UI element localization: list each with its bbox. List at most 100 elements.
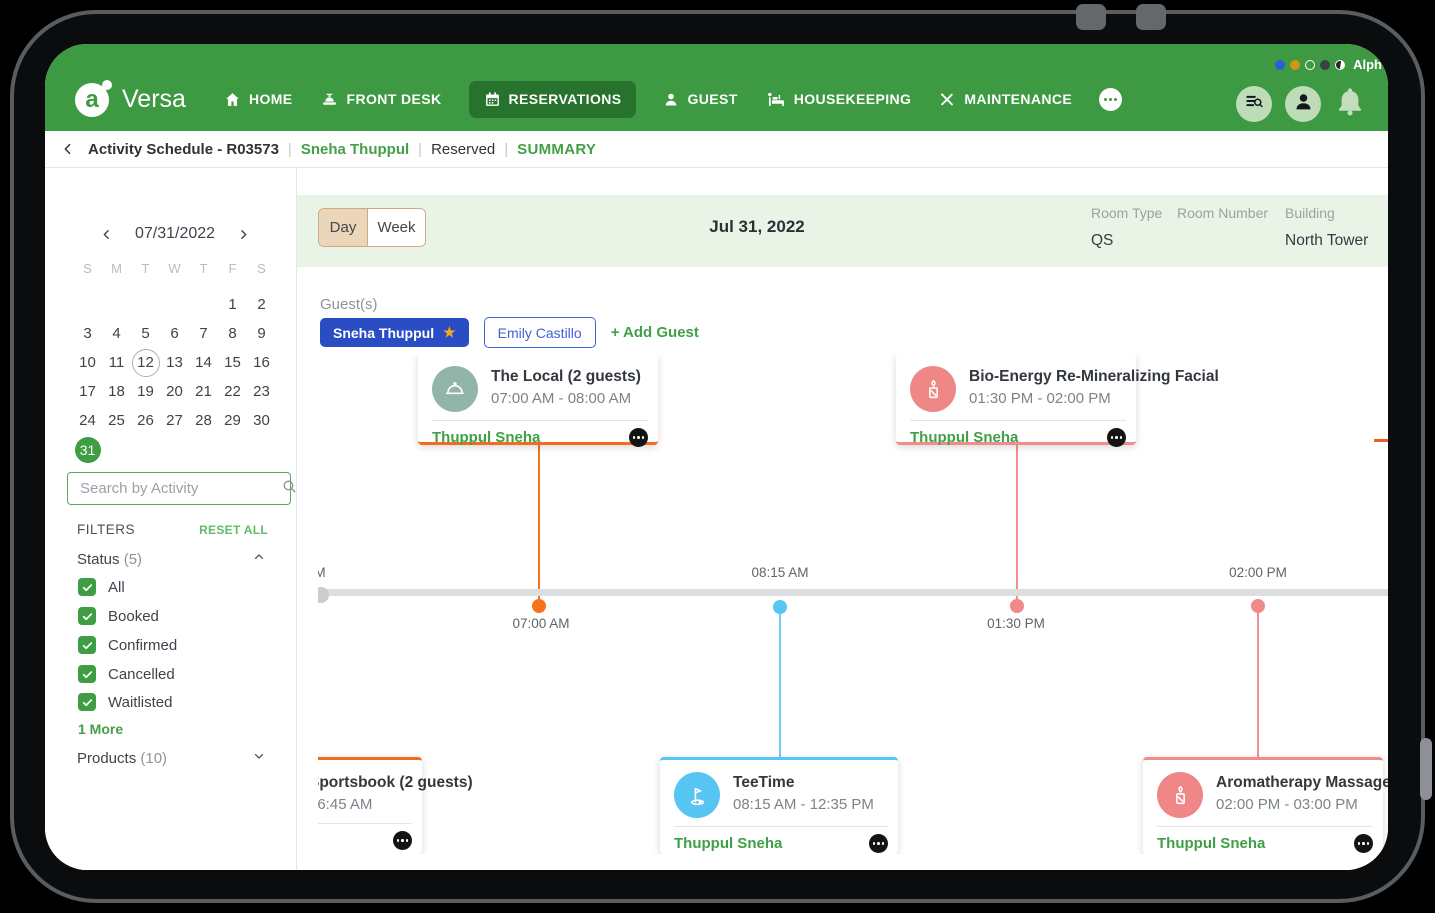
timeline-canvas: M 08:15 AM 02:00 PM 07:00 AM 01:30 PM Th… — [318, 354, 1388, 854]
search-input[interactable] — [78, 479, 281, 498]
activity-card-sportsbook[interactable]: Sportsbook (2 guests) 06:45 AM — [318, 757, 473, 854]
checkbox-checked-icon — [78, 636, 96, 654]
timeline-marker-dot — [1251, 599, 1265, 613]
calendar-day[interactable]: 8 — [228, 325, 237, 342]
more-options-icon[interactable] — [869, 834, 888, 853]
activity-card-aromatherapy[interactable]: Aromatherapy Massage 60 Min 02:00 PM - 0… — [1143, 757, 1388, 854]
activity-guest-link[interactable]: Thuppul Sneha — [1157, 835, 1266, 852]
calendar-day[interactable]: 29 — [224, 412, 241, 429]
room-number-label: Room Number — [1177, 205, 1269, 221]
calendar-day[interactable]: 6 — [170, 325, 179, 342]
activity-guest-link[interactable]: Thuppul Sneha — [674, 835, 783, 852]
filter-checkbox-confirmed[interactable]: Confirmed — [78, 636, 177, 654]
checkbox-checked-icon — [78, 665, 96, 683]
calendar-day[interactable]: 9 — [257, 325, 266, 342]
products-filter-header[interactable]: Products (10) — [77, 749, 266, 768]
guest-chip-primary[interactable]: Sneha Thuppul ★ — [320, 318, 469, 347]
chevron-up-icon — [252, 550, 266, 569]
calendar-day[interactable]: 18 — [108, 383, 125, 400]
calendar-day[interactable]: 30 — [253, 412, 270, 429]
schedule-header-band: Day Week Jul 31, 2022 Room Type Room Num… — [297, 195, 1388, 267]
calendar-day[interactable]: 26 — [137, 412, 154, 429]
more-options-icon[interactable] — [1354, 834, 1373, 853]
week-view-button[interactable]: Week — [368, 209, 425, 246]
person-icon — [1293, 91, 1314, 117]
calendar-day[interactable]: 17 — [79, 383, 96, 400]
calendar-day[interactable]: 25 — [108, 412, 125, 429]
status-bar-text: Alph — [1353, 57, 1382, 72]
calendar-day[interactable]: 20 — [166, 383, 183, 400]
activity-card-the-local[interactable]: The Local (2 guests) 07:00 AM - 08:00 AM… — [418, 354, 658, 447]
calendar-day[interactable]: 13 — [166, 354, 183, 371]
nav-item-housekeeping[interactable]: HOUSEKEEPING — [765, 91, 912, 108]
activity-guest-link[interactable]: Thuppul Sneha — [432, 429, 541, 446]
more-options-icon[interactable] — [629, 428, 648, 447]
breadcrumb-summary-link[interactable]: SUMMARY — [517, 140, 597, 158]
calendar-day[interactable]: 23 — [253, 383, 270, 400]
search-icon[interactable] — [281, 478, 298, 500]
activity-guest-link[interactable]: Thuppul Sneha — [910, 429, 1019, 446]
status-more-link[interactable]: 1 More — [78, 721, 124, 737]
reset-all-button[interactable]: RESET ALL — [199, 522, 268, 537]
checkbox-checked-icon — [78, 607, 96, 625]
back-button[interactable] — [60, 141, 76, 157]
connector-line — [1257, 607, 1259, 757]
filter-checkbox-waitlisted[interactable]: Waitlisted — [78, 693, 172, 711]
calendar-next-button[interactable] — [237, 228, 250, 241]
nav-item-home[interactable]: HOME — [224, 91, 293, 108]
calendar-day-outlined[interactable]: 12 — [131, 348, 160, 377]
timeline-axis — [318, 589, 1388, 596]
breadcrumb-guest-link[interactable]: Sneha Thuppul — [300, 140, 410, 158]
nav-item-maintenance[interactable]: MAINTENANCE — [938, 91, 1072, 108]
guest-chip-secondary[interactable]: Emily Castillo — [483, 317, 596, 348]
calendar-day[interactable]: 22 — [224, 383, 241, 400]
app-logo[interactable]: a Versa — [75, 80, 186, 118]
cloche-icon — [432, 366, 478, 412]
guests-label: Guest(s) — [320, 296, 378, 313]
filters-heading: FILTERS — [77, 522, 136, 537]
more-options-icon[interactable] — [1107, 428, 1126, 447]
calendar-day[interactable]: 1 — [228, 296, 237, 313]
notifications-button[interactable] — [1334, 84, 1366, 123]
room-type-label: Room Type — [1091, 205, 1163, 221]
calendar-day[interactable]: 11 — [108, 354, 125, 371]
breadcrumb-title: Activity Schedule - R03573 — [88, 140, 279, 158]
nav-item-reservations[interactable]: RESERVATIONS — [468, 80, 637, 118]
filter-checkbox-cancelled[interactable]: Cancelled — [78, 665, 175, 683]
activity-search — [67, 472, 296, 505]
calendar-day[interactable]: 16 — [253, 354, 270, 371]
day-view-button[interactable]: Day — [319, 209, 368, 246]
schedule-date-title: Jul 31, 2022 — [709, 217, 805, 236]
calendar-day[interactable]: 3 — [83, 325, 92, 342]
add-guest-button[interactable]: + Add Guest — [610, 324, 699, 341]
status-dot-blue-icon — [1275, 59, 1286, 70]
more-options-icon[interactable] — [393, 831, 412, 850]
calendar-day[interactable]: 5 — [141, 325, 150, 342]
calendar-prev-button[interactable] — [100, 228, 113, 241]
schedule-main: Day Week Jul 31, 2022 Room Type Room Num… — [297, 168, 1388, 870]
filter-checkbox-all[interactable]: All — [78, 578, 125, 596]
calendar-day[interactable]: 4 — [112, 325, 121, 342]
activity-card-teetime[interactable]: TeeTime 08:15 AM - 12:35 PM Thuppul Sneh… — [660, 757, 898, 854]
calendar-day[interactable]: 10 — [79, 354, 96, 371]
nav-item-front-desk[interactable]: FRONT DESK — [320, 91, 442, 108]
nav-more-menu[interactable] — [1099, 87, 1123, 111]
profile-button[interactable] — [1285, 85, 1321, 122]
status-filter-header[interactable]: Status (5) — [77, 550, 266, 569]
calendar-day[interactable]: 14 — [195, 354, 212, 371]
calendar-day-selected[interactable]: 31 — [73, 435, 102, 464]
calendar-day[interactable]: 27 — [166, 412, 183, 429]
calendar-day[interactable]: 19 — [137, 383, 154, 400]
app-screen: Alph a Versa HOME FRONT DESK — [45, 44, 1388, 870]
search-menu-button[interactable] — [1236, 85, 1272, 122]
nav-item-guest[interactable]: GUEST — [663, 91, 737, 108]
calendar-day[interactable]: 15 — [224, 354, 241, 371]
calendar-day[interactable]: 7 — [199, 325, 208, 342]
filter-checkbox-booked[interactable]: Booked — [78, 607, 159, 625]
activity-card-bio-energy-facial[interactable]: Bio-Energy Re-Mineralizing Facial 01:30 … — [896, 354, 1219, 447]
calendar-day[interactable]: 21 — [195, 383, 212, 400]
calendar-day[interactable]: 2 — [257, 296, 266, 313]
calendar-day[interactable]: 28 — [195, 412, 212, 429]
calendar-day[interactable]: 24 — [79, 412, 96, 429]
